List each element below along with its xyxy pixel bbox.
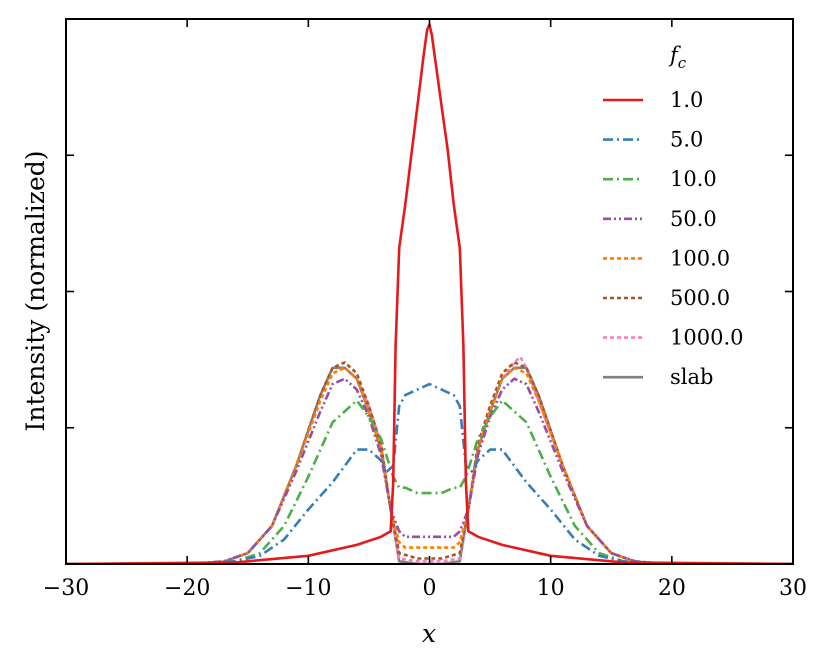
legend-label-5.0: 5.0 [670, 128, 703, 152]
legend-label-10.0: 10.0 [670, 167, 717, 191]
x-axis-title: x [422, 619, 436, 648]
series-line-slab [66, 366, 793, 564]
legend-label-50.0: 50.0 [670, 207, 717, 231]
legend-label-1.0: 1.0 [670, 88, 703, 112]
series-line-100.0 [66, 366, 793, 564]
series-line-50.0 [66, 377, 793, 564]
legend-label-100.0: 100.0 [670, 246, 730, 270]
x-tick-label: 10 [537, 576, 565, 601]
legend: 1.0 5.0 10.0 50.0 100.0 500.0 1000.0 slab [603, 88, 743, 389]
ticks-layer: −30 −20 −10 0 10 20 30 [43, 19, 807, 601]
series-line-5.0 [66, 382, 793, 564]
legend-label-1000.0: 1000.0 [670, 326, 743, 350]
legend-label-500.0: 500.0 [670, 286, 730, 310]
legend-label-slab: slab [670, 365, 713, 389]
legend-title: fc [668, 43, 687, 72]
legend-title-base: f [668, 43, 681, 67]
y-axis-title: Intensity (normalized) [21, 150, 50, 431]
x-tick-label: −30 [43, 576, 89, 601]
x-tick-label: −10 [285, 576, 331, 601]
legend-title-subscript: c [678, 54, 687, 72]
x-tick-label: −20 [164, 576, 210, 601]
x-tick-label: 30 [779, 576, 807, 601]
series-line-10.0 [66, 399, 793, 564]
x-tick-label: 0 [423, 576, 437, 601]
x-tick-label: 20 [658, 576, 686, 601]
series-line-500.0 [66, 361, 793, 564]
